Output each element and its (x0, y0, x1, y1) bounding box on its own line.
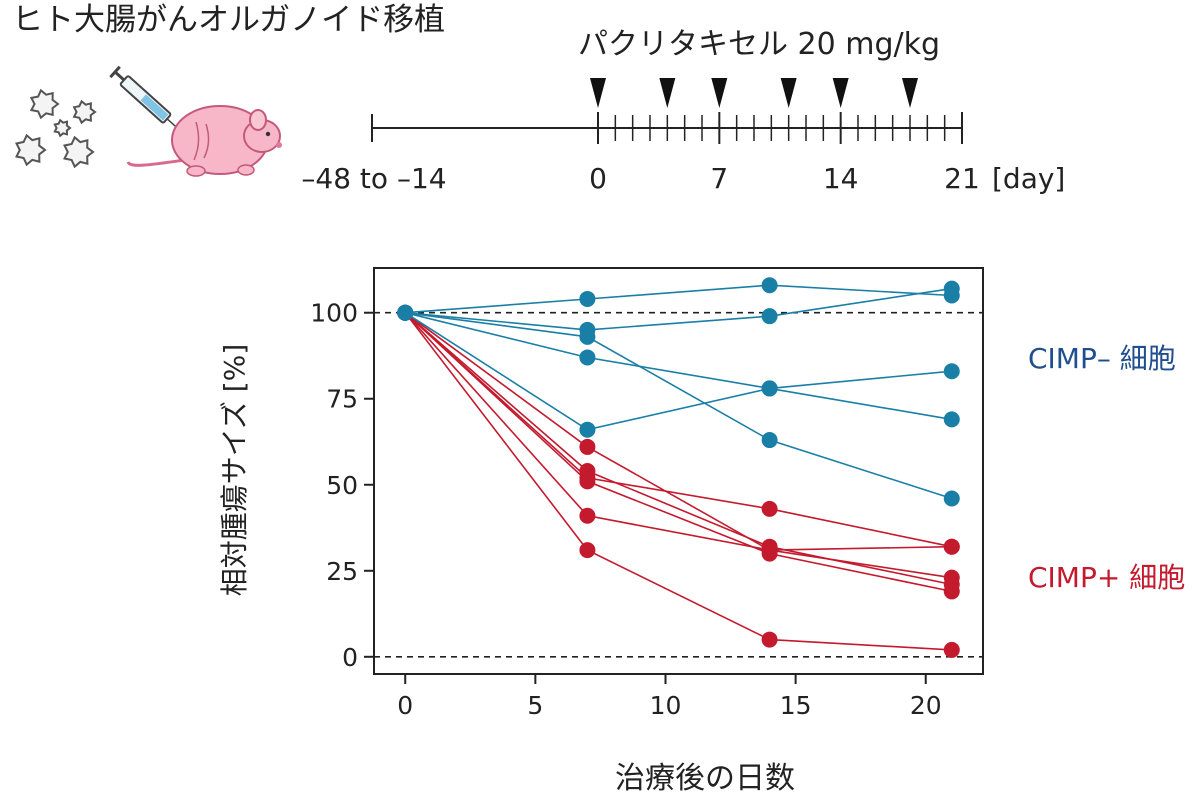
series-4-point-2 (761, 380, 778, 397)
series-line-4 (404, 312, 952, 431)
series-9-point-3 (943, 538, 960, 555)
y-tick-label-100: 100 (310, 299, 358, 328)
group-label-cimp-pos: CIMP+ 細胞 (1028, 561, 1185, 594)
timeline-unit: [day] (992, 162, 1065, 195)
experiment-title: ヒト大腸がんオルガノイド移植 (12, 2, 445, 38)
timeline-tick-label-14: 14 (823, 162, 859, 195)
mouse-icon (126, 105, 282, 177)
series-9-point-2 (761, 542, 778, 559)
treatment-label: パクリタキセル 20 mg/kg (578, 27, 940, 62)
y-tick-label-25: 25 (326, 557, 358, 586)
x-axis-title: 治療後の日数 (615, 761, 795, 796)
series-2-point-3 (943, 490, 960, 507)
series-4-point-1 (579, 421, 596, 438)
series-line-3 (405, 311, 952, 421)
series-5-point-1 (579, 438, 596, 455)
timeline-pre-label: –48 to –14 (301, 162, 446, 195)
syringe-icon (109, 65, 181, 132)
series-4-point-0 (397, 304, 414, 321)
organoid-2 (15, 133, 47, 167)
dose-marker-0 (590, 78, 606, 108)
series-line-0 (405, 284, 952, 314)
y-tick-label-0: 0 (342, 643, 358, 672)
organoid-1 (72, 99, 97, 125)
x-tick-label-5: 5 (527, 691, 543, 720)
series-line-6 (404, 312, 952, 586)
organoid-0 (29, 88, 60, 120)
timeline-tick-label-21: 21 (944, 162, 980, 195)
dose-marker-3 (780, 78, 797, 108)
dose-marker-1 (659, 78, 676, 108)
group-label-cimp-neg: CIMP– 細胞 (1028, 342, 1176, 375)
series-4-point-3 (943, 363, 960, 380)
y-axis-title: 相対腫瘍サイズ [%] (218, 344, 251, 597)
series-8-point-3 (943, 583, 960, 600)
series-1-point-2 (761, 308, 778, 325)
x-tick-label-20: 20 (910, 691, 942, 720)
series-line-8 (404, 312, 952, 593)
series-line-9 (404, 312, 952, 551)
series-line-1 (405, 287, 952, 331)
dose-marker-5 (902, 78, 918, 108)
series-line-7 (404, 312, 952, 548)
series-7-point-2 (761, 500, 778, 517)
y-tick-label-50: 50 (326, 471, 358, 500)
dose-marker-4 (832, 78, 849, 108)
tumor-size-chart: 0 25 50 75 100 0 5 10 15 20 (310, 267, 984, 720)
x-tick-label-0: 0 (397, 691, 413, 720)
series-2-point-2 (761, 432, 778, 449)
series-10-point-3 (943, 641, 960, 658)
series-8-point-1 (579, 473, 596, 490)
series-line-5 (404, 312, 952, 579)
organoid-cluster-icon (15, 88, 97, 169)
series-line-10 (404, 312, 952, 651)
series-10-point-1 (579, 542, 596, 559)
y-tick-label-75: 75 (326, 385, 358, 414)
series-line-2 (405, 311, 953, 500)
timeline-tick-label-7: 7 (710, 162, 728, 195)
series-2-point-1 (579, 328, 596, 345)
organoid-3 (63, 135, 95, 169)
series-3-point-1 (579, 349, 596, 366)
timeline (371, 78, 963, 144)
timeline-tick-labels: 0 7 14 21 (589, 162, 980, 195)
series-9-point-1 (579, 507, 596, 524)
x-tick-label-10: 10 (650, 691, 682, 720)
x-tick-label-15: 15 (780, 691, 812, 720)
timeline-tick-label-0: 0 (589, 162, 607, 195)
series-1-point-3 (943, 280, 960, 297)
series-10-point-2 (761, 631, 778, 648)
organoid-4 (53, 118, 72, 138)
series-3-point-3 (943, 411, 960, 428)
series-0-point-2 (761, 277, 778, 294)
series-0-point-1 (579, 290, 596, 307)
dose-marker-2 (711, 78, 728, 108)
plot-frame (373, 267, 984, 675)
